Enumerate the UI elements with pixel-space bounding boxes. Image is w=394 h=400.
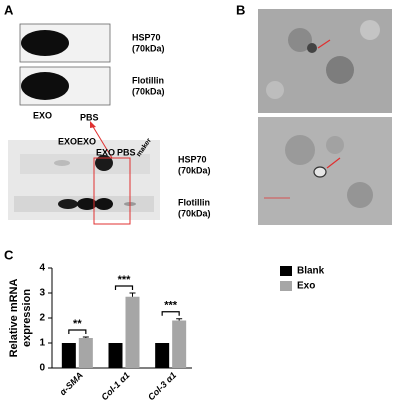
particle	[360, 20, 380, 40]
marker-name: Flotillin	[178, 197, 210, 207]
particle	[307, 43, 317, 53]
panel-label: B	[236, 2, 245, 17]
y-tick-label: 4	[39, 263, 45, 274]
particle	[285, 135, 315, 165]
y-axis-label: Relative mRNA	[8, 279, 20, 358]
arrow	[91, 124, 113, 159]
particle	[347, 182, 373, 208]
legend-swatch	[280, 281, 292, 291]
marker-size: (70kDa)	[178, 208, 211, 218]
lane-label: EXO	[58, 136, 77, 146]
y-tick-label: 0	[39, 363, 45, 374]
band	[54, 160, 70, 166]
y-tick-label: 2	[39, 313, 45, 324]
significance-bracket	[114, 285, 134, 290]
significance-label: ***	[118, 274, 132, 286]
band	[21, 72, 69, 100]
bar	[78, 338, 93, 368]
band	[58, 199, 78, 209]
particle	[313, 166, 327, 178]
legend-label: Blank	[297, 266, 325, 277]
marker-name: HSP70	[132, 32, 161, 42]
band	[21, 30, 69, 56]
band	[95, 155, 113, 171]
x-tick-label: Col-3 α1	[146, 370, 178, 400]
bar	[61, 343, 76, 368]
bar	[172, 320, 187, 368]
arrow	[326, 157, 341, 169]
band	[95, 198, 113, 210]
significance-bracket	[161, 311, 180, 316]
x-tick-label: α-SMA	[58, 370, 85, 397]
legend-swatch	[280, 266, 292, 276]
marker-size: (70kDa)	[132, 86, 165, 96]
legend-label: Exo	[297, 281, 315, 292]
particle	[288, 28, 312, 52]
tem-images	[258, 9, 392, 225]
lane-label: PBS	[80, 112, 99, 122]
lane-label: EXO	[96, 147, 115, 157]
significance-label: **	[73, 318, 82, 330]
y-axis-label: expression	[21, 289, 33, 347]
y-tick-label: 1	[39, 338, 45, 349]
particle	[266, 81, 284, 99]
x-tick-label: Col-1 α1	[99, 370, 131, 400]
arrow-head	[90, 121, 96, 128]
panel-label: C	[4, 247, 14, 262]
bar-chart: 0 1 2 3 4 Relative mRNA expression ** α-SMA *** Co…	[8, 263, 325, 400]
lane-label: EXO	[77, 136, 96, 146]
marker-size: (70kDa)	[178, 165, 211, 175]
bar	[125, 296, 140, 368]
bar	[155, 343, 170, 368]
marker-name: HSP70	[178, 154, 207, 164]
bottom-blot	[8, 121, 160, 225]
particle	[326, 136, 344, 154]
top-blots	[19, 23, 111, 106]
lane-label: EXO	[33, 110, 52, 120]
panel-label: A	[4, 2, 14, 17]
y-tick-label: 3	[39, 288, 45, 299]
marker-size: (70kDa)	[132, 43, 165, 53]
lane-label: PBS	[117, 147, 136, 157]
band-bg	[20, 154, 150, 174]
bar	[108, 343, 123, 368]
significance-label: ***	[164, 300, 178, 312]
arrow	[317, 39, 331, 49]
significance-bracket	[68, 329, 87, 334]
marker-name: Flotillin	[132, 75, 164, 85]
particle	[326, 56, 354, 84]
band	[77, 198, 97, 210]
